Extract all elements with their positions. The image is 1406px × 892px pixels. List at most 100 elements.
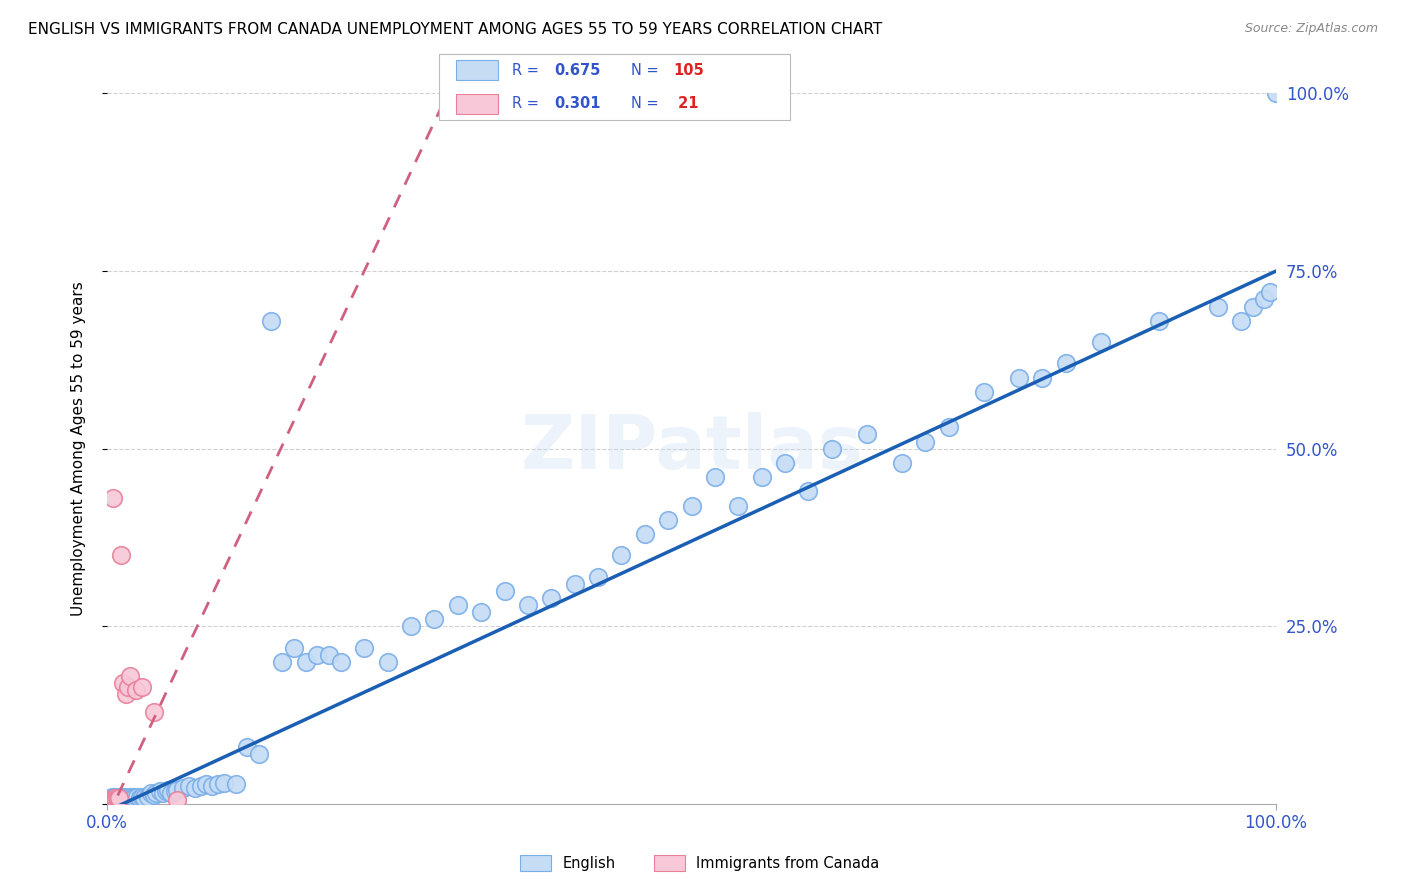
Text: R =: R = (512, 62, 543, 78)
Point (100, 793, 122, 807)
Point (160, 786, 183, 800)
Point (295, 655, 318, 669)
Point (1090, 334, 1112, 349)
Point (399, 619, 422, 633)
Point (727, 499, 749, 513)
Point (107, 791, 129, 805)
Point (110, 548, 132, 562)
Point (101, 793, 124, 807)
Point (564, 576, 586, 591)
Point (127, 789, 149, 804)
Text: N =: N = (631, 62, 664, 78)
Point (797, 484, 820, 499)
Point (773, 456, 796, 470)
Point (318, 648, 340, 662)
Point (104, 791, 127, 805)
Text: ENGLISH VS IMMIGRANTS FROM CANADA UNEMPLOYMENT AMONG AGES 55 TO 59 YEARS CORRELA: ENGLISH VS IMMIGRANTS FROM CANADA UNEMPL… (28, 22, 883, 37)
Point (166, 782, 188, 797)
Point (329, 655, 352, 669)
Point (283, 640, 305, 655)
Text: 0.675: 0.675 (554, 62, 600, 78)
Point (155, 784, 177, 798)
Point (1054, 356, 1077, 370)
Point (891, 456, 914, 470)
Point (118, 793, 141, 807)
Point (201, 779, 224, 793)
Point (166, 793, 188, 807)
Point (103, 793, 125, 807)
Text: N =: N = (631, 96, 664, 112)
Point (131, 789, 153, 804)
Text: Immigrants from Canada: Immigrants from Canada (696, 856, 879, 871)
Point (107, 789, 129, 804)
Text: English: English (562, 856, 616, 871)
Point (114, 793, 136, 807)
Point (100, 793, 122, 807)
Point (111, 791, 134, 805)
Point (938, 420, 960, 434)
Point (122, 791, 145, 805)
Point (142, 705, 165, 719)
Point (112, 793, 135, 807)
Point (516, 598, 538, 612)
Point (225, 777, 247, 791)
Point (120, 789, 142, 804)
Point (98, 793, 121, 807)
Point (247, 747, 270, 762)
Point (125, 683, 148, 698)
Point (101, 491, 124, 506)
Text: 0.301: 0.301 (554, 96, 600, 112)
Point (111, 793, 134, 807)
Point (377, 655, 399, 669)
Point (856, 427, 879, 442)
Point (104, 793, 127, 807)
Point (104, 791, 127, 805)
Point (136, 789, 159, 804)
Point (236, 740, 259, 755)
Point (751, 470, 773, 484)
Point (163, 784, 186, 798)
Point (307, 648, 329, 662)
Point (103, 793, 125, 807)
Point (101, 793, 124, 807)
Point (610, 548, 633, 562)
Point (681, 499, 703, 513)
Point (172, 781, 194, 796)
Point (107, 793, 129, 807)
Point (1008, 370, 1031, 384)
Point (121, 791, 143, 805)
Point (1206, 300, 1229, 314)
Point (1241, 300, 1264, 314)
Point (177, 779, 200, 793)
Point (212, 775, 235, 789)
Point (121, 789, 143, 804)
Point (100, 793, 122, 807)
Point (260, 314, 283, 328)
Point (108, 793, 131, 807)
Point (190, 779, 212, 793)
Point (973, 384, 995, 399)
Point (105, 793, 128, 807)
Point (1147, 314, 1170, 328)
Point (105, 793, 128, 807)
Text: 105: 105 (673, 62, 704, 78)
Point (195, 777, 218, 791)
Point (107, 793, 129, 807)
Point (125, 793, 148, 807)
Text: Source: ZipAtlas.com: Source: ZipAtlas.com (1244, 22, 1378, 36)
Point (114, 789, 136, 804)
Point (142, 789, 165, 803)
Text: 21: 21 (673, 96, 699, 112)
Point (141, 786, 163, 800)
Point (1230, 314, 1253, 328)
Point (128, 791, 150, 805)
Point (914, 434, 936, 449)
Point (207, 777, 229, 791)
Point (704, 470, 727, 484)
Point (149, 784, 172, 798)
Point (470, 605, 492, 619)
Point (634, 527, 657, 541)
Point (100, 793, 122, 807)
Point (353, 640, 375, 655)
Point (117, 680, 139, 694)
